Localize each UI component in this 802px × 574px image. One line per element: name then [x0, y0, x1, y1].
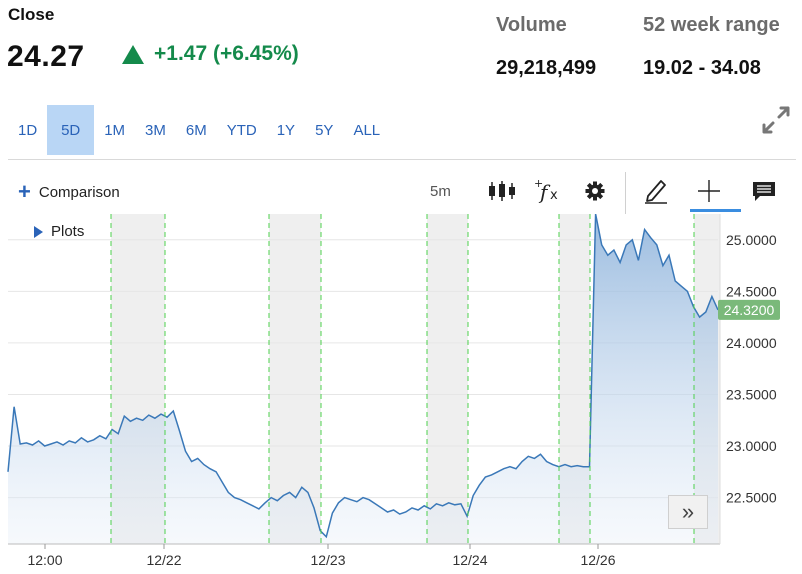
range-1y[interactable]: 1Y — [276, 121, 296, 139]
up-arrow-icon — [122, 44, 144, 64]
interval-button[interactable]: 5m — [430, 182, 451, 200]
draw-pencil-icon[interactable] — [643, 176, 669, 204]
caret-right-icon — [34, 225, 43, 238]
x-tick-label: 12/22 — [146, 552, 181, 568]
scroll-to-latest-button[interactable]: » — [668, 495, 708, 529]
range-1d[interactable]: 1D — [18, 121, 38, 139]
volume-label: Volume — [496, 14, 567, 36]
range-label: 52 week range — [643, 14, 780, 36]
plus-icon: + — [18, 179, 31, 204]
x-tick-label: 12/24 — [452, 552, 487, 568]
volume-value: 29,218,499 — [496, 57, 597, 79]
divider — [8, 159, 796, 160]
x-tick-label: 12:00 — [27, 552, 62, 568]
expand-icon[interactable] — [760, 104, 792, 136]
plots-toggle[interactable]: Plots — [34, 223, 84, 240]
y-tick-label: 22.5000 — [726, 490, 777, 506]
range-3m[interactable]: 3M — [145, 121, 166, 139]
last-price-tag: 24.3200 — [718, 299, 780, 320]
x-tick-label: 12/26 — [580, 552, 615, 568]
double-chevron-right-icon: » — [681, 499, 695, 524]
range-ytd[interactable]: YTD — [226, 121, 257, 139]
toolbar-separator — [625, 172, 626, 214]
comparison-label: Comparison — [38, 183, 120, 201]
svg-text:+: + — [534, 178, 543, 190]
close-price: 24.27 — [7, 40, 85, 73]
comparison-button[interactable]: + Comparison — [18, 179, 120, 204]
comment-icon[interactable] — [752, 180, 776, 202]
range-6m[interactable]: 6M — [185, 121, 207, 139]
price-line — [7, 214, 719, 539]
price-change-value: +1.47 (+6.45%) — [154, 42, 299, 65]
range-1m[interactable]: 1M — [104, 121, 126, 139]
range-selector: 1D 5D 1M 3M 6M YTD 1Y 5Y ALL — [8, 105, 390, 155]
svg-text:x: x — [550, 188, 558, 203]
range-all[interactable]: ALL — [353, 121, 381, 139]
function-icon[interactable]: + f x — [534, 178, 562, 204]
range-5y[interactable]: 5Y — [315, 121, 334, 139]
price-chart[interactable]: 25.0000 24.5000 24.0000 23.5000 23.0000 22.50… — [0, 214, 802, 574]
y-tick-label: 23.0000 — [726, 438, 777, 454]
price-change: +1.47 (+6.45%) — [122, 42, 299, 66]
y-tick-label: 25.0000 — [726, 232, 777, 248]
plots-label: Plots — [51, 223, 85, 240]
crosshair-active-indicator — [690, 209, 741, 212]
price-area — [8, 214, 718, 544]
off-hours-band — [269, 214, 321, 544]
y-tick-label: 23.5000 — [726, 386, 777, 402]
gear-icon[interactable] — [584, 180, 606, 202]
y-tick-label: 24.5000 — [726, 283, 777, 299]
range-value: 19.02 - 34.08 — [643, 57, 761, 79]
x-tick-label: 12/23 — [310, 552, 345, 568]
candlestick-icon[interactable] — [488, 180, 516, 202]
off-hours-band — [427, 214, 468, 544]
y-tick-label: 24.0000 — [726, 335, 777, 351]
close-label: Close — [8, 5, 55, 24]
last-price-label: 24.3200 — [724, 302, 775, 318]
crosshair-icon[interactable] — [698, 180, 720, 202]
range-5d[interactable]: 5D — [47, 105, 95, 155]
